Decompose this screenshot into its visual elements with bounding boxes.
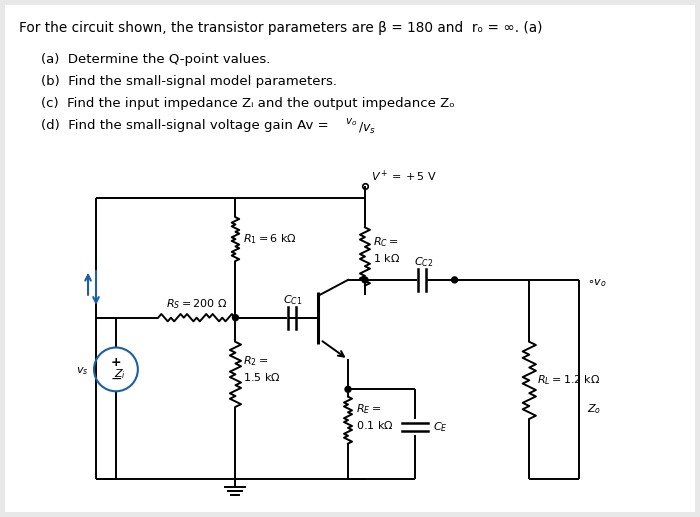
Text: (c)  Find the input impedance Zᵢ and the output impedance Zₒ: (c) Find the input impedance Zᵢ and the … xyxy=(41,97,455,110)
Text: $/{v_s}$: $/{v_s}$ xyxy=(358,121,376,136)
Text: $Z_i$: $Z_i$ xyxy=(114,368,126,381)
Text: $v_o$: $v_o$ xyxy=(345,116,357,128)
Text: $\circ v_o$: $\circ v_o$ xyxy=(587,277,607,289)
Text: $R_1=6\ \mathrm{k\Omega}$: $R_1=6\ \mathrm{k\Omega}$ xyxy=(244,232,298,246)
Text: −: − xyxy=(110,371,122,385)
Text: $R_C=$
$1\ \mathrm{k\Omega}$: $R_C=$ $1\ \mathrm{k\Omega}$ xyxy=(373,236,400,265)
Text: $C_{C1}$: $C_{C1}$ xyxy=(283,293,302,307)
Text: $C_{C2}$: $C_{C2}$ xyxy=(414,255,433,269)
Circle shape xyxy=(232,315,239,321)
FancyBboxPatch shape xyxy=(6,5,694,512)
Text: (b)  Find the small-signal model parameters.: (b) Find the small-signal model paramete… xyxy=(41,75,337,88)
Text: (a)  Determine the Q-point values.: (a) Determine the Q-point values. xyxy=(41,53,271,66)
Text: +: + xyxy=(111,356,121,369)
Circle shape xyxy=(345,386,351,392)
Text: $R_S=200\ \Omega$: $R_S=200\ \Omega$ xyxy=(166,297,228,311)
Text: $R_L=1.2\ \mathrm{k\Omega}$: $R_L=1.2\ \mathrm{k\Omega}$ xyxy=(538,373,601,387)
Text: $C_E$: $C_E$ xyxy=(433,420,447,434)
Text: For the circuit shown, the transistor parameters are β = 180 and  rₒ = ∞. (a): For the circuit shown, the transistor pa… xyxy=(20,21,542,35)
Text: $R_E=$
$0.1\ \mathrm{k\Omega}$: $R_E=$ $0.1\ \mathrm{k\Omega}$ xyxy=(356,402,393,431)
Text: $v_s$: $v_s$ xyxy=(76,366,88,377)
Circle shape xyxy=(362,277,368,283)
Text: $R_2=$
$1.5\ \mathrm{k\Omega}$: $R_2=$ $1.5\ \mathrm{k\Omega}$ xyxy=(244,354,281,383)
Text: $Z_o$: $Z_o$ xyxy=(587,402,601,416)
Text: $V^+=+5\ \mathrm{V}$: $V^+=+5\ \mathrm{V}$ xyxy=(371,169,437,184)
Text: (d)  Find the small-signal voltage gain Av =: (d) Find the small-signal voltage gain A… xyxy=(41,119,333,132)
Circle shape xyxy=(452,277,458,283)
